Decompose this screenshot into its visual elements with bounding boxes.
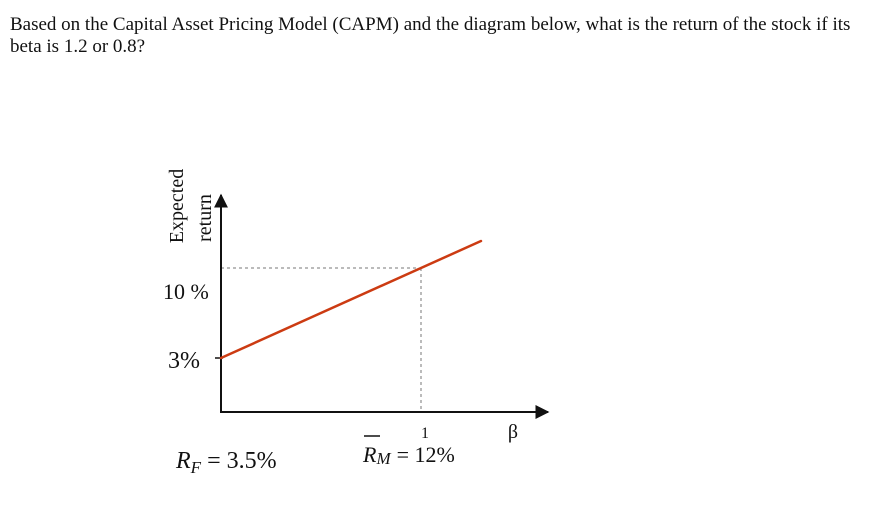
question-text: Based on the Capital Asset Pricing Model… [10,14,851,57]
rm-value: = 12% [397,442,455,467]
y-tick-market-return: 10 % [163,279,209,304]
y-axis-label-line1: Expected [166,169,188,243]
security-market-line [219,239,483,360]
risk-free-rate-label: RF = 3.5% [175,448,277,477]
y-axis-label-line2: return [194,194,216,242]
y-tick-risk-free: 3% [168,348,200,374]
rm-subscript: M [375,449,391,468]
x-axis-label: β [508,421,518,443]
rf-symbol: R [175,448,191,474]
x-tick-market-beta: 1 [421,425,429,442]
rf-subscript: F [190,458,202,477]
rf-value: = 3.5% [207,448,277,474]
rm-symbol: R [362,442,377,467]
market-return-label: RM = 12% [362,442,455,468]
